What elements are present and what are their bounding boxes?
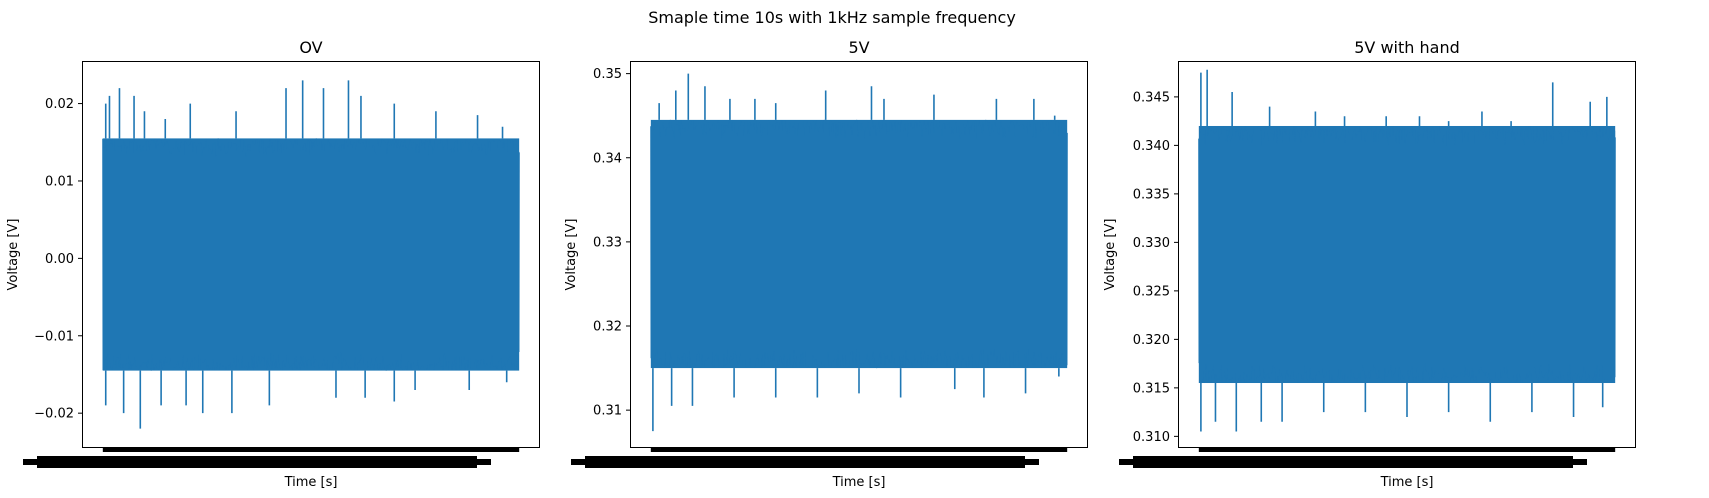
x-tick-marks — [650, 448, 1068, 452]
y-tick-label: 0.32 — [593, 320, 622, 335]
x-tick-marks — [102, 448, 520, 452]
subplot-3: 0.310 0.315 0.320 0.325 0.330 0.335 0.340 0.345… — [1103, 38, 1636, 490]
x-tick-labels-overlapping — [23, 459, 491, 465]
y-tick-label: 0.01 — [45, 174, 74, 189]
signal-trace — [1198, 126, 1616, 383]
y-tick-label: 0.00 — [45, 252, 74, 267]
y-tick-label: 0.35 — [593, 67, 622, 82]
y-tick-label: 0.330 — [1133, 236, 1170, 251]
y-tick-label: −0.02 — [34, 407, 74, 422]
x-axis-label: Time [s] — [284, 475, 338, 490]
y-tick-label: 0.320 — [1133, 333, 1170, 348]
axes-frame — [630, 61, 1088, 448]
axes-frame — [82, 61, 540, 448]
y-axis-label: Voltage [V] — [6, 219, 21, 291]
signal-spikes — [652, 73, 1060, 432]
x-axis-label: Time [s] — [832, 475, 886, 490]
x-tick-labels-overlapping — [571, 459, 1039, 465]
axes-frame — [1178, 61, 1636, 448]
x-tick-marks — [1198, 448, 1616, 452]
signal-trace — [102, 138, 520, 371]
y-tick-label: 0.335 — [1133, 187, 1170, 202]
y-axis-label: Voltage [V] — [1103, 219, 1118, 291]
subplot-2: 0.31 0.32 0.33 0.34 0.35 5V Time [s] Voltage [V… — [564, 38, 1088, 490]
x-tick-labels-overlapping — [1119, 459, 1587, 465]
y-tick-label: 0.310 — [1133, 430, 1170, 445]
subplot-1: −0.02 −0.01 0.00 0.01 0.02 OV Time [s] Voltage … — [6, 38, 540, 490]
y-tick-label: 0.34 — [593, 151, 622, 166]
signal-spikes — [104, 80, 508, 429]
subplot-title: OV — [299, 38, 322, 57]
y-tick-label: −0.01 — [34, 329, 74, 344]
x-axis-label: Time [s] — [1380, 475, 1434, 490]
y-tick-label: 0.33 — [593, 235, 622, 250]
figure-title: Smaple time 10s with 1kHz sample frequen… — [648, 8, 1016, 27]
subplot-title: 5V — [848, 38, 869, 57]
y-tick-label: 0.340 — [1133, 139, 1170, 154]
y-tick-label: 0.02 — [45, 97, 74, 112]
subplot-title: 5V with hand — [1354, 38, 1459, 57]
signal-spikes — [1200, 69, 1608, 432]
y-tick-label: 0.345 — [1133, 90, 1170, 105]
y-tick-label: 0.325 — [1133, 284, 1170, 299]
subplots: −0.02 −0.01 0.00 0.01 0.02 OV Time [s] Voltage … — [6, 38, 1636, 490]
signal-trace — [650, 119, 1068, 369]
y-tick-label: 0.315 — [1133, 381, 1170, 396]
y-axis-label: Voltage [V] — [564, 219, 579, 291]
y-tick-label: 0.31 — [593, 404, 622, 419]
